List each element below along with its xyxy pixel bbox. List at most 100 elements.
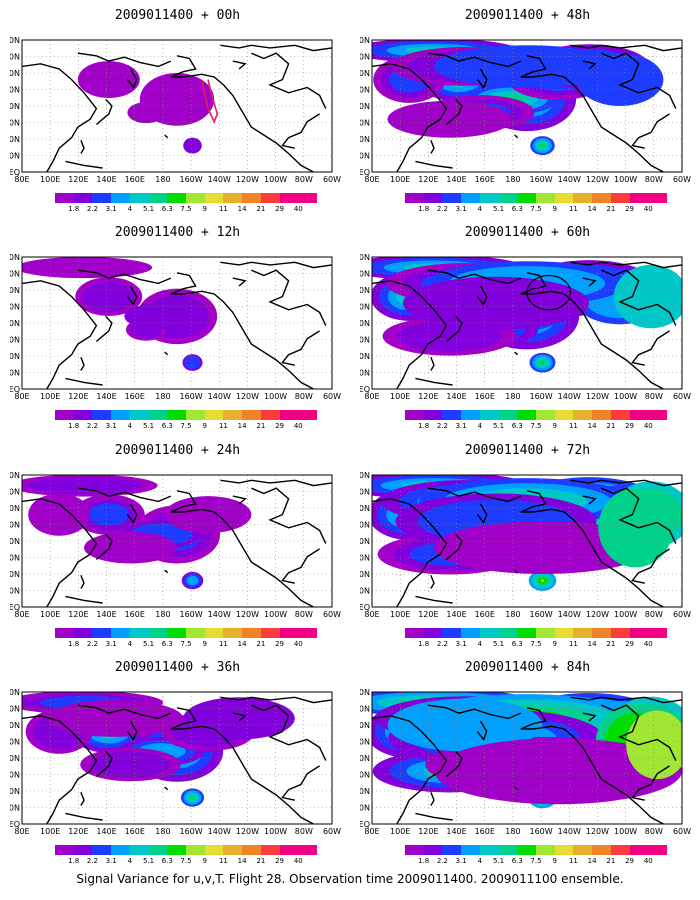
colorbar-swatch xyxy=(298,845,318,855)
lon-tick-label: 140E xyxy=(446,392,466,401)
lon-tick-label: 80E xyxy=(364,392,379,401)
lat-tick-label: EQ xyxy=(360,385,370,394)
lat-tick-label: 10N xyxy=(10,804,20,813)
lon-tick-label: 180 xyxy=(155,610,170,619)
colorbar-label: 29 xyxy=(625,640,635,648)
colorbar-swatch xyxy=(461,628,481,638)
lon-tick-label: 60W xyxy=(323,827,341,836)
panel-title: 2009011400 + 84h xyxy=(464,660,591,675)
colorbar-label: 9 xyxy=(202,640,207,648)
colorbar-swatch xyxy=(498,410,518,420)
colorbar-label: 9 xyxy=(552,857,557,865)
lon-tick-label: 120E xyxy=(68,827,88,836)
coastline xyxy=(170,490,314,607)
colorbar-swatch xyxy=(111,845,131,855)
coastline xyxy=(514,351,519,356)
colorbar-label: 5.1 xyxy=(142,640,155,648)
lat-tick-label: 10N xyxy=(360,369,370,378)
colorbar-label: 6.3 xyxy=(511,422,523,430)
lat-tick-label: 40N xyxy=(360,754,370,763)
lon-tick-label: 60W xyxy=(673,392,691,401)
colorbar-label: 2.2 xyxy=(436,640,448,648)
colorbar-swatch xyxy=(423,628,443,638)
colorbar-swatch xyxy=(204,410,224,420)
coastline xyxy=(570,44,682,52)
coastline xyxy=(514,569,519,574)
colorbar-label: 14 xyxy=(587,857,597,865)
colorbar-label: 29 xyxy=(275,640,285,648)
colorbar-label: 6.3 xyxy=(161,205,173,213)
lon-tick-label: 60W xyxy=(323,610,341,619)
colorbar-swatch xyxy=(610,410,631,420)
colorbar-swatch xyxy=(648,410,668,420)
colorbar-label: 4 xyxy=(127,205,133,213)
colorbar-swatch xyxy=(73,628,93,638)
coastline xyxy=(514,786,519,791)
colorbar-swatch xyxy=(223,193,243,203)
lon-tick-label: 80E xyxy=(364,175,379,184)
variance-contour xyxy=(127,102,165,124)
lon-tick-label: 80W xyxy=(295,827,313,836)
lat-tick-label: 20N xyxy=(10,570,20,579)
colorbar-label: 40 xyxy=(643,205,653,213)
colorbar-swatch xyxy=(479,410,500,420)
colorbar-swatch xyxy=(648,193,668,203)
colorbar-swatch xyxy=(242,193,262,203)
lon-tick-label: 120W xyxy=(236,392,259,401)
coastline xyxy=(164,569,169,574)
lat-tick-label: 10N xyxy=(360,804,370,813)
coastline xyxy=(220,479,332,487)
coastline xyxy=(77,704,172,720)
variance-contour xyxy=(598,488,673,568)
lon-tick-label: 80E xyxy=(14,175,29,184)
colorbar-label: 4 xyxy=(477,422,483,430)
colorbar-swatch xyxy=(186,193,206,203)
lat-tick-label: 60N xyxy=(10,504,20,513)
lon-tick-label: 160W xyxy=(179,392,202,401)
colorbar-swatch xyxy=(405,410,425,420)
lon-tick-label: 120W xyxy=(236,610,259,619)
lon-tick-label: 140E xyxy=(96,610,116,619)
colorbar-swatch xyxy=(592,845,612,855)
variance-contour xyxy=(46,699,184,737)
colorbar-swatch xyxy=(148,410,168,420)
colorbar-label: 3.1 xyxy=(455,640,467,648)
colorbar-swatch xyxy=(92,193,112,203)
colorbar-swatch xyxy=(167,628,187,638)
colorbar-swatch xyxy=(111,410,131,420)
colorbar-swatch xyxy=(73,845,93,855)
coastline xyxy=(232,712,247,722)
coastline xyxy=(251,52,327,109)
lat-tick-label: 20N xyxy=(360,352,370,361)
coastline xyxy=(22,715,98,824)
colorbar-label: 1.8 xyxy=(68,422,80,430)
colorbar-swatch xyxy=(423,845,443,855)
colorbar-label: 29 xyxy=(625,857,635,865)
colorbar-label: 40 xyxy=(293,857,303,865)
colorbar-swatch xyxy=(260,410,281,420)
colorbar-label: 6.3 xyxy=(161,857,173,865)
lon-tick-label: 120E xyxy=(68,175,88,184)
lon-tick-label: 80W xyxy=(645,610,663,619)
colorbar-swatch xyxy=(223,410,243,420)
lon-tick-label: 80W xyxy=(295,175,313,184)
lon-tick-label: 60W xyxy=(323,175,341,184)
colorbar-label: 40 xyxy=(643,422,653,430)
colorbar-label: 9 xyxy=(202,422,207,430)
variance-contour xyxy=(434,521,651,574)
coastline xyxy=(220,261,332,269)
coastline xyxy=(251,269,327,326)
colorbar-label: 7.5 xyxy=(530,205,542,213)
colorbar-label: 7.5 xyxy=(180,640,192,648)
colorbar xyxy=(55,193,318,203)
colorbar-swatch xyxy=(592,193,612,203)
lat-tick-label: EQ xyxy=(360,603,370,612)
lon-tick-label: 120W xyxy=(586,827,609,836)
colorbar-label: 29 xyxy=(275,857,285,865)
lon-tick-label: 160E xyxy=(125,827,145,836)
colorbar-label: 1.8 xyxy=(418,640,430,648)
colorbar-swatch xyxy=(92,628,112,638)
